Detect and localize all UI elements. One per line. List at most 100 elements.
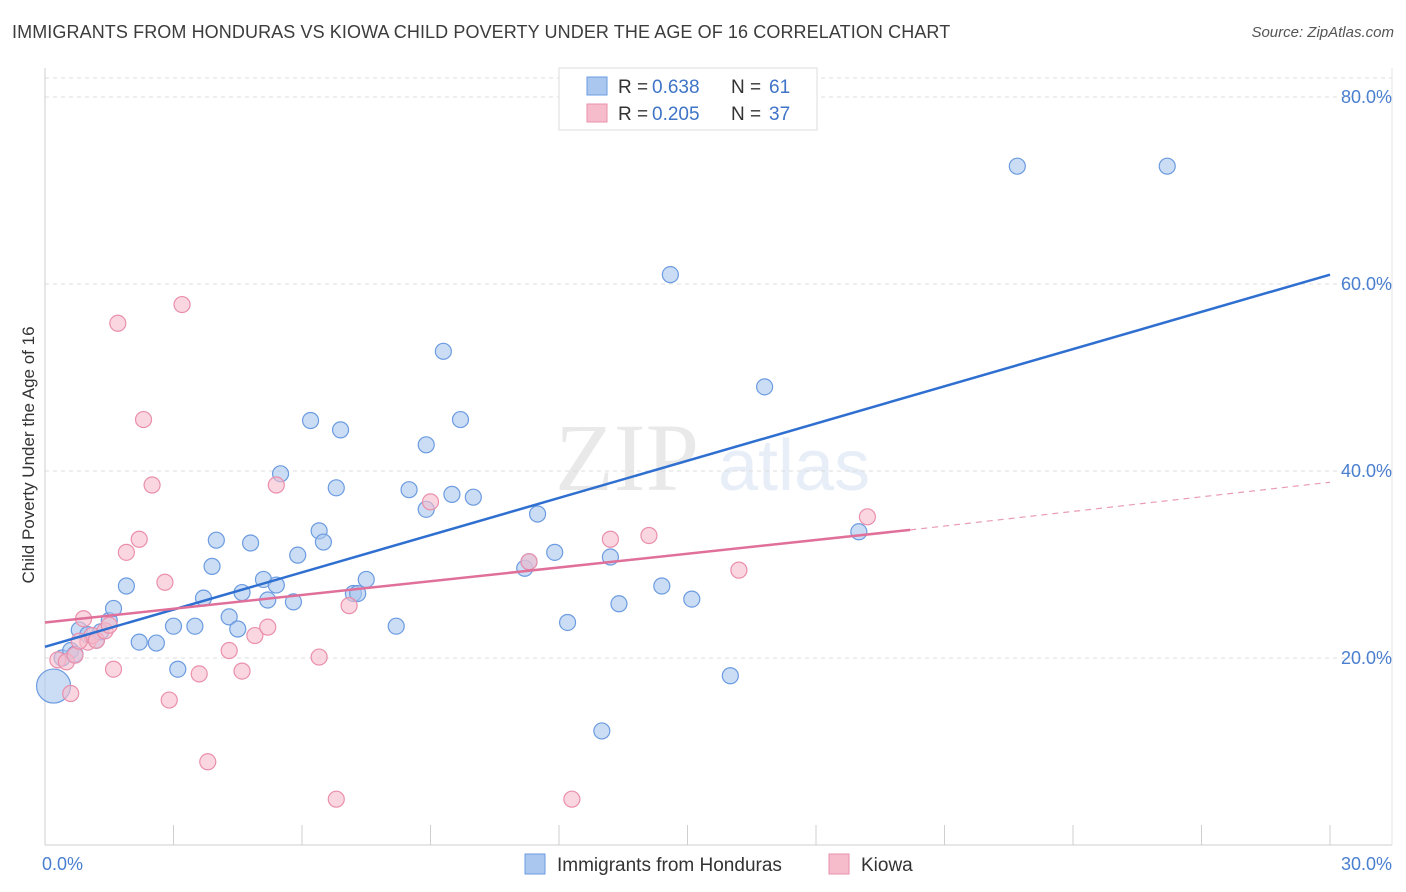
point-honduras [683, 590, 701, 608]
series-legend: Immigrants from Honduras Kiowa [524, 853, 913, 876]
point-honduras [546, 543, 564, 561]
point-kiowa [130, 530, 148, 548]
point-honduras [850, 523, 868, 541]
source-label: Source: ZipAtlas.com [1251, 24, 1394, 41]
point-honduras [755, 378, 774, 396]
legend-n-value: 37 [769, 104, 790, 125]
point-kiowa [421, 493, 440, 511]
y-tick-label: 80.0% [1341, 87, 1392, 107]
axes [44, 68, 1393, 846]
bottom-legend-swatch-honduras [524, 853, 546, 875]
point-kiowa [190, 665, 208, 683]
x-tick-label: 0.0% [42, 854, 83, 874]
point-honduras [653, 577, 671, 595]
point-kiowa [134, 410, 153, 429]
point-honduras [104, 599, 123, 618]
point-kiowa [563, 790, 581, 808]
stats-legend: R = 0.638 N = 61 R = 0.205 N = 37 [558, 67, 818, 131]
point-kiowa [730, 561, 748, 579]
point-kiowa [117, 543, 135, 561]
point-kiowa [104, 660, 123, 678]
y-tick-label: 60.0% [1341, 274, 1392, 294]
point-kiowa [246, 626, 264, 645]
point-kiowa [160, 691, 178, 709]
bottom-legend-swatch-kiowa [828, 853, 850, 875]
chart-title: IMMIGRANTS FROM HONDURAS VS KIOWA CHILD … [12, 22, 951, 42]
point-honduras [301, 411, 320, 430]
y-axis-label: Child Poverty Under the Age of 16 [19, 326, 38, 583]
y-tick-label: 20.0% [1341, 648, 1392, 668]
point-honduras [593, 722, 611, 740]
legend-r-label: R = [618, 104, 648, 125]
bottom-legend-label-honduras: Immigrants from Honduras [557, 855, 782, 876]
legend-n-label: N = [731, 77, 761, 98]
point-honduras [331, 421, 350, 439]
trendlines [44, 273, 1331, 648]
point-kiowa [233, 662, 251, 680]
point-kiowa [601, 530, 620, 548]
point-kiowa [520, 553, 538, 571]
point-kiowa [267, 476, 285, 494]
point-honduras [661, 266, 679, 284]
point-kiowa [310, 648, 328, 666]
point-kiowa [327, 790, 345, 808]
point-honduras [387, 617, 405, 635]
legend-r-value: 0.205 [652, 104, 700, 125]
legend-n-label: N = [731, 104, 761, 125]
point-honduras [242, 534, 260, 552]
point-kiowa [640, 526, 658, 545]
point-kiowa [199, 753, 217, 771]
legend-swatch-kiowa [586, 103, 608, 123]
point-honduras [289, 546, 307, 564]
point-kiowa [259, 618, 277, 636]
point-honduras [721, 667, 739, 685]
watermark-atlas: atlas [718, 426, 870, 506]
trendline-kiowa-extension [910, 481, 1331, 531]
point-kiowa [143, 476, 161, 494]
point-honduras [558, 613, 577, 632]
point-honduras [169, 660, 187, 678]
point-honduras [434, 342, 452, 360]
gridlines [45, 77, 1392, 659]
legend-r-label: R = [618, 77, 648, 98]
point-honduras [1158, 157, 1176, 175]
point-honduras [220, 608, 238, 626]
point-honduras [1008, 157, 1026, 175]
trendline-kiowa [44, 528, 911, 624]
point-kiowa [220, 641, 238, 660]
bottom-legend-label-kiowa: Kiowa [861, 855, 913, 876]
point-honduras [203, 557, 221, 575]
point-honduras [117, 577, 135, 595]
point-honduras [528, 505, 547, 523]
point-honduras [451, 410, 470, 429]
point-honduras [610, 595, 628, 613]
point-honduras [147, 634, 165, 652]
legend-n-value: 61 [769, 77, 790, 98]
legend-swatch-honduras [586, 76, 608, 96]
point-honduras [207, 531, 225, 549]
point-kiowa [173, 295, 191, 314]
tick-labels: 20.0% 40.0% 60.0% 80.0% 0.0% 30.0% [42, 87, 1392, 874]
point-honduras [314, 533, 333, 551]
legend-r-value: 0.638 [652, 77, 700, 98]
point-honduras [464, 488, 482, 506]
watermark-zip: ZIP [555, 404, 699, 511]
x-tick-label: 30.0% [1341, 854, 1392, 874]
point-kiowa [109, 314, 127, 332]
point-honduras [357, 570, 375, 589]
point-kiowa [156, 573, 174, 591]
point-honduras [443, 485, 461, 503]
point-kiowa [340, 597, 358, 615]
y-tick-label: 40.0% [1341, 461, 1392, 481]
trendline-honduras [44, 273, 1331, 648]
point-honduras [284, 593, 303, 611]
point-honduras [417, 436, 435, 454]
point-kiowa [858, 508, 877, 526]
point-honduras [164, 617, 183, 635]
point-honduras [327, 479, 345, 497]
point-honduras [130, 633, 148, 651]
point-kiowa [62, 684, 80, 703]
point-honduras [229, 620, 247, 638]
series-kiowa-points [49, 295, 877, 808]
